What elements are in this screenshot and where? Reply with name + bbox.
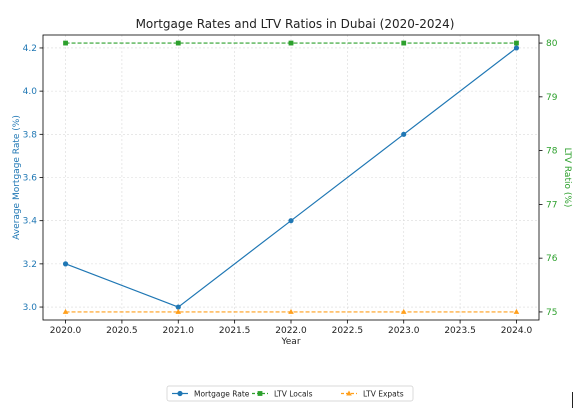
x-axis-label: Year <box>280 337 300 347</box>
right-tick-label: 78 <box>546 147 558 157</box>
text-cursor <box>572 392 573 408</box>
data-point-mortgage-rate <box>513 45 520 51</box>
x-tick-label: 2020.5 <box>106 326 138 336</box>
x-tick-label: 2023.0 <box>388 326 420 336</box>
data-point-ltv-locals <box>514 40 519 46</box>
legend-marker-ltv-locals <box>257 391 263 396</box>
data-point-mortgage-rate <box>288 218 294 224</box>
right-tick-label: 76 <box>546 254 558 264</box>
data-point-ltv-locals <box>288 40 294 46</box>
data-point-mortgage-rate <box>175 304 181 310</box>
data-point-ltv-expats <box>62 308 69 314</box>
left-tick-label: 4.0 <box>23 87 38 97</box>
data-point-ltv-locals <box>175 40 181 46</box>
data-point-ltv-expats <box>400 308 407 314</box>
data-point-ltv-expats <box>175 308 182 314</box>
legend-marker-mortgage-rate <box>177 390 183 397</box>
data-point-ltv-locals <box>63 40 68 46</box>
right-tick-label: 77 <box>546 200 557 210</box>
legend-box <box>166 385 414 402</box>
left-tick-label: 3.0 <box>23 303 38 313</box>
legend-marker-ltv-expats <box>346 390 352 396</box>
x-tick-label: 2021.5 <box>219 326 251 336</box>
legend-label-ltv-expats: LTV Expats <box>363 390 404 399</box>
left-tick-label: 3.6 <box>23 174 38 184</box>
legend-label-ltv-locals: LTV Locals <box>274 390 313 399</box>
x-tick-label: 2024.0 <box>501 326 533 336</box>
right-tick-label: 79 <box>546 93 558 103</box>
x-tick-label: 2020.0 <box>50 326 82 336</box>
x-tick-label: 2022.5 <box>332 326 364 336</box>
data-point-ltv-expats <box>288 308 294 314</box>
x-tick-label: 2022.0 <box>275 326 307 336</box>
chart-title: Mortgage Rates and LTV Ratios in Dubai (… <box>136 17 455 31</box>
x-tick-label: 2021.0 <box>163 326 195 336</box>
left-tick-label: 3.2 <box>23 260 37 270</box>
left-axis-label: Average Mortgage Rate (%) <box>12 115 22 240</box>
x-tick-label: 2023.5 <box>444 326 476 336</box>
right-axis-label: LTV Ratio (%) <box>562 148 572 208</box>
data-point-mortgage-rate <box>401 131 407 137</box>
legend-label-mortgage-rate: Mortgage Rate <box>194 390 250 399</box>
left-tick-label: 3.4 <box>23 217 38 227</box>
right-tick-label: 75 <box>546 308 557 318</box>
left-tick-label: 4.2 <box>23 44 37 54</box>
data-point-mortgage-rate <box>62 261 69 267</box>
right-tick-label: 80 <box>546 39 558 49</box>
data-point-ltv-locals <box>401 40 407 46</box>
data-point-ltv-expats <box>513 308 520 314</box>
left-tick-label: 3.8 <box>23 130 38 140</box>
